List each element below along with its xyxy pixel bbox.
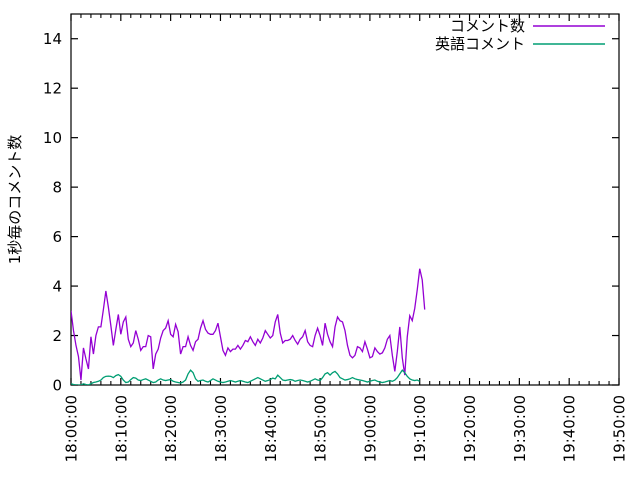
series-line-0 <box>71 268 426 381</box>
legend-label-1: 英語コメント <box>435 35 525 53</box>
y-tick-label: 14 <box>43 30 62 48</box>
x-tick-label: 19:40:00 <box>561 395 579 462</box>
x-tick-label: 19:00:00 <box>361 395 379 462</box>
x-tick-label: 19:30:00 <box>511 395 529 462</box>
x-tick-label: 19:20:00 <box>461 395 479 462</box>
y-tick-label: 6 <box>52 228 62 246</box>
y-tick-label: 4 <box>52 278 62 296</box>
x-tick-label: 19:50:00 <box>611 395 629 462</box>
plot-border <box>70 13 620 386</box>
x-tick-label: 18:00:00 <box>63 395 81 462</box>
series-line-1 <box>71 369 421 385</box>
y-tick-label: 2 <box>52 327 62 345</box>
y-axis-title: 1秒毎のコメント数 <box>6 135 24 265</box>
legend-label-0: コメント数 <box>450 17 525 35</box>
y-tick-label: 0 <box>52 377 62 395</box>
x-tick-label: 18:10:00 <box>112 395 130 462</box>
y-tick-label: 12 <box>43 80 62 98</box>
x-tick-label: 18:40:00 <box>262 395 280 462</box>
y-tick-label: 10 <box>43 129 62 147</box>
x-tick-label: 18:30:00 <box>212 395 230 462</box>
x-tick-label: 19:10:00 <box>411 395 429 462</box>
x-tick-label: 18:50:00 <box>312 395 330 462</box>
x-tick-label: 18:20:00 <box>162 395 180 462</box>
y-tick-label: 8 <box>52 179 62 197</box>
